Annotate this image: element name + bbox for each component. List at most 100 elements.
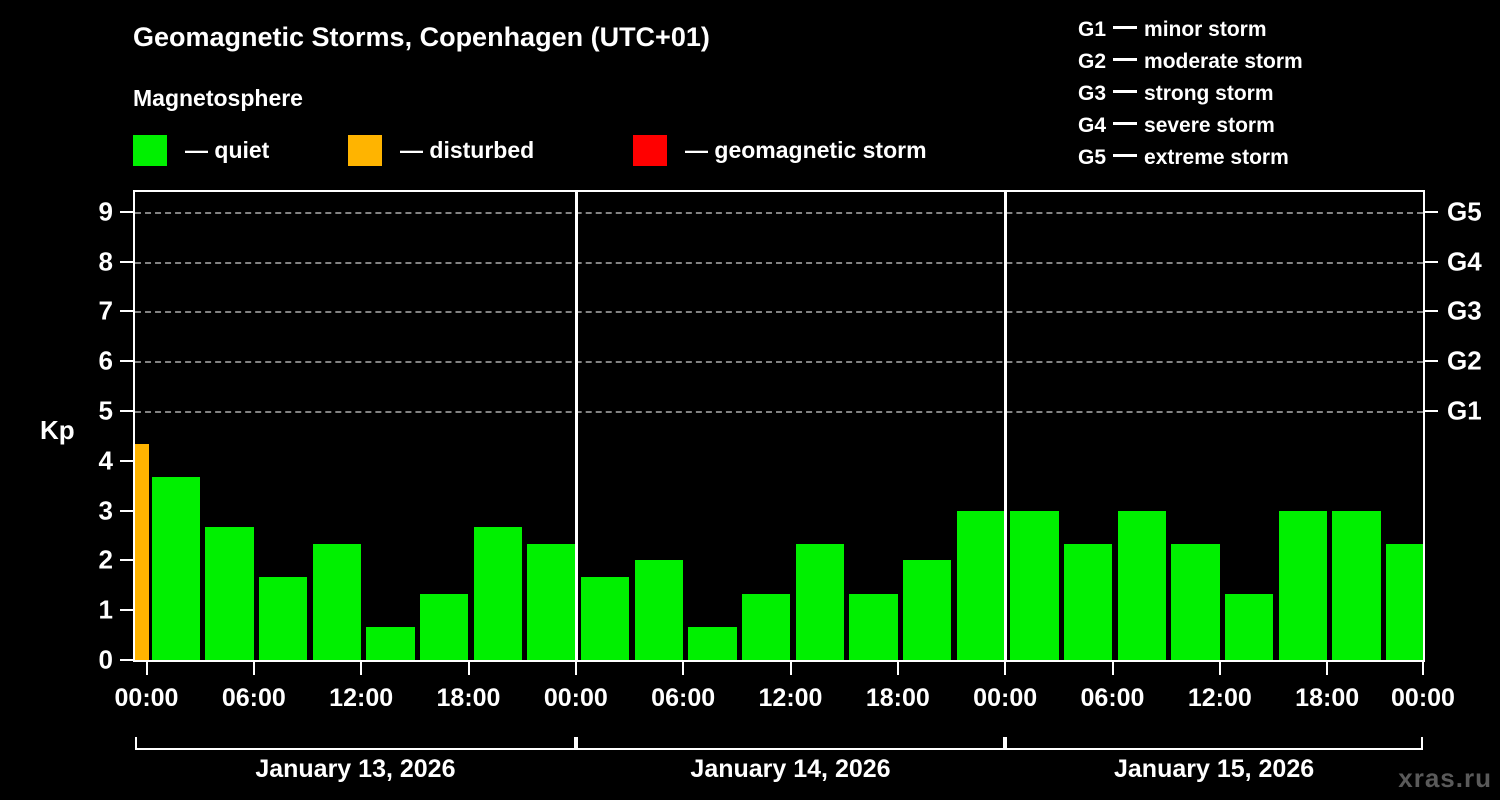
g-scale-row-g3: G3 strong storm — [1078, 78, 1303, 110]
y-tick-label-2: 2 — [98, 544, 113, 575]
quiet-swatch — [133, 134, 167, 166]
bar-kp-18 — [1063, 544, 1113, 660]
x-tick-mark-4 — [574, 662, 577, 675]
legend-label-1: — disturbed — [400, 136, 535, 163]
bar-kp-16 — [956, 510, 1006, 660]
g-tick-label-g5: G5 — [1447, 196, 1482, 227]
day-bracket-2 — [575, 737, 1006, 750]
x-tick-label-2: 12:00 — [329, 684, 394, 712]
g-scale-dash-icon — [1113, 57, 1138, 61]
bar-kp-8 — [527, 544, 576, 660]
y-tick-mark-9 — [120, 210, 133, 213]
y-tick-mark-6 — [120, 360, 133, 363]
y-tick-label-6: 6 — [98, 345, 113, 376]
bar-kp-24 — [1385, 544, 1423, 660]
g-scale-legend: G1 minor storm G2 moderate storm G3 strong st… — [1078, 14, 1303, 174]
bar-kp-17 — [1010, 510, 1059, 660]
g-scale-code-g4: G4 — [1078, 114, 1107, 137]
g-scale-dash-icon — [1113, 89, 1138, 93]
x-tick-label-0: 00:00 — [114, 684, 179, 712]
y-tick-label-3: 3 — [98, 495, 113, 526]
y-tick-label-0: 0 — [98, 644, 113, 675]
x-tick-label-7: 18:00 — [865, 684, 930, 712]
x-tick-label-6: 12:00 — [758, 684, 823, 712]
day-label-2: January 14, 2026 — [690, 755, 891, 783]
bar-kp-20 — [1171, 544, 1220, 660]
x-tick-label-12: 00:00 — [1391, 684, 1455, 712]
g-tick-mark-g5 — [1425, 210, 1438, 213]
bar-kp-9 — [580, 576, 630, 660]
bar-kp-14 — [849, 593, 898, 660]
y-tick-mark-5 — [120, 410, 133, 413]
day-bracket-1 — [135, 737, 576, 750]
x-tick-label-5: 06:00 — [651, 684, 716, 712]
x-tick-label-3: 18:00 — [436, 684, 501, 712]
g-scale-code-g3: G3 — [1078, 82, 1107, 105]
x-tick-label-4: 00:00 — [543, 684, 608, 712]
bar-kp-11 — [688, 626, 737, 660]
g-scale-code-g5: G5 — [1078, 146, 1107, 169]
bar-kp-4 — [312, 544, 362, 660]
x-tick-mark-2 — [360, 662, 363, 675]
x-tick-label-8: 00:00 — [973, 684, 1038, 712]
y-tick-label-1: 1 — [98, 594, 113, 625]
g-scale-dash-icon — [1113, 121, 1138, 125]
day-bracket-3 — [1005, 737, 1423, 750]
g-scale-desc-g3: strong storm — [1144, 82, 1274, 105]
gridline-kp-9 — [135, 211, 1423, 214]
storm-swatch — [633, 134, 667, 166]
y-axis-title: Kp — [40, 414, 75, 445]
plot-inner — [135, 192, 1423, 660]
gridline-kp-7 — [135, 311, 1423, 314]
x-tick-label-11: 18:00 — [1295, 684, 1360, 712]
g-tick-mark-g3 — [1425, 310, 1438, 313]
bar-kp-5 — [366, 626, 415, 660]
x-tick-mark-11 — [1326, 662, 1329, 675]
legend-label-0: — quiet — [185, 136, 270, 163]
g-scale-row-g5: G5 extreme storm — [1078, 142, 1303, 174]
gridline-kp-6 — [135, 361, 1423, 364]
bar-kp-2 — [205, 527, 254, 660]
day-label-3: January 15, 2026 — [1114, 755, 1315, 783]
x-tick-label-1: 06:00 — [221, 684, 286, 712]
x-tick-label-9: 06:00 — [1080, 684, 1145, 712]
x-tick-mark-1 — [252, 662, 255, 675]
y-tick-mark-3 — [120, 509, 133, 512]
y-tick-label-9: 9 — [98, 196, 113, 227]
g-tick-label-g4: G4 — [1447, 246, 1482, 277]
bar-kp-10 — [634, 560, 684, 660]
bar-kp-6 — [419, 593, 469, 660]
g-scale-row-g1: G1 minor storm — [1078, 14, 1303, 46]
g-scale-row-g4: G4 severe storm — [1078, 110, 1303, 142]
bar-kp-19 — [1117, 510, 1167, 660]
x-tick-mark-3 — [467, 662, 470, 675]
legend-item-0: — quiet — [133, 133, 269, 167]
x-tick-mark-6 — [789, 662, 792, 675]
y-tick-mark-1 — [120, 609, 133, 612]
g-scale-code-g2: G2 — [1078, 50, 1107, 73]
y-tick-mark-4 — [120, 459, 133, 462]
disturbed-swatch — [348, 134, 382, 166]
bar-kp-23 — [1332, 510, 1381, 660]
g-scale-desc-g2: moderate storm — [1144, 50, 1303, 73]
x-tick-label-10: 12:00 — [1187, 684, 1252, 712]
y-tick-mark-0 — [120, 659, 133, 661]
g-scale-desc-g5: extreme storm — [1144, 146, 1289, 169]
legend-label-2: — geomagnetic storm — [685, 136, 927, 163]
g-scale-dash-icon — [1113, 153, 1138, 157]
plot-area — [133, 190, 1425, 662]
x-tick-mark-7 — [896, 662, 899, 675]
bar-kp-13 — [795, 544, 845, 660]
g-tick-label-g3: G3 — [1447, 295, 1482, 326]
x-tick-mark-5 — [682, 662, 685, 675]
y-tick-mark-2 — [120, 559, 133, 562]
g-scale-code-g1: G1 — [1078, 18, 1107, 41]
day-separator-2 — [1004, 192, 1008, 660]
x-tick-mark-10 — [1218, 662, 1221, 675]
watermark: xras.ru — [1398, 763, 1492, 793]
bar-kp-1 — [151, 477, 201, 660]
g-tick-mark-g4 — [1425, 260, 1438, 263]
y-tick-label-4: 4 — [98, 445, 113, 476]
g-tick-label-g2: G2 — [1447, 345, 1482, 376]
bar-kp-22 — [1278, 510, 1328, 660]
